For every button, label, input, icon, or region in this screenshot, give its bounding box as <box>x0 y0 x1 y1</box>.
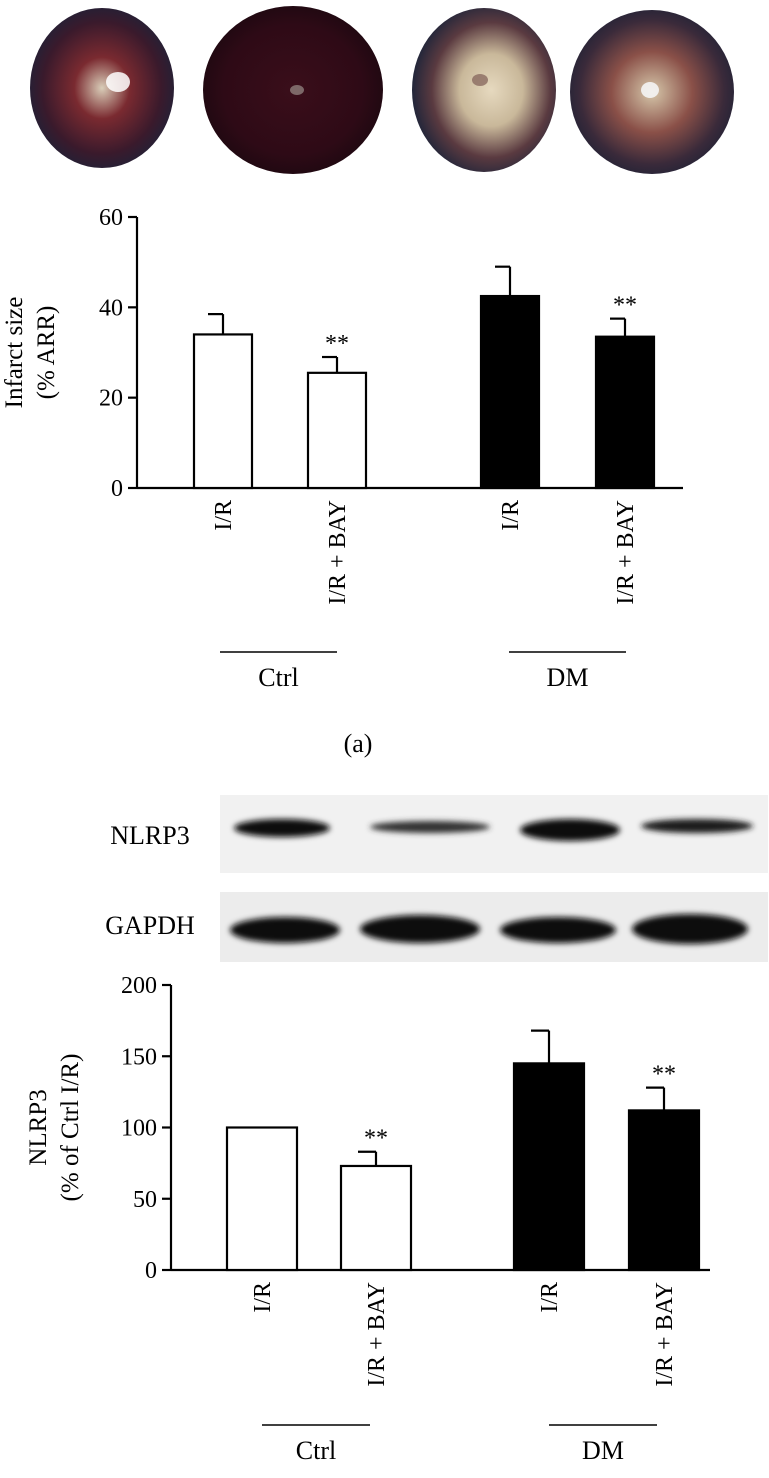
significance-label: ** <box>325 331 349 357</box>
nlrp3-bands <box>234 819 753 841</box>
bar <box>306 371 368 490</box>
group-label: Ctrl <box>258 663 298 692</box>
bar <box>594 335 656 490</box>
y-axis-label: NLRP3 <box>25 1089 52 1165</box>
nlrp3-band <box>370 821 490 833</box>
western-blot: NLRP3 GAPDH <box>105 795 768 962</box>
gapdh-band <box>632 914 748 944</box>
category-label: I/R + BAY <box>652 1282 678 1387</box>
y-tick-label: 0 <box>145 1258 157 1284</box>
y-tick-label: 20 <box>99 386 123 412</box>
heart-dm-ir <box>412 8 556 172</box>
y-axis-label: Infarct size <box>1 297 28 409</box>
y-tick-label: 100 <box>121 1116 157 1142</box>
significance-label: ** <box>364 1126 388 1152</box>
blot-label-nlrp3: NLRP3 <box>110 821 189 850</box>
bar <box>225 1126 299 1272</box>
significance-label: ** <box>613 293 637 319</box>
y-axis-label: (% ARR) <box>33 306 60 400</box>
category-label: I/R + BAY <box>613 500 639 605</box>
bar <box>339 1164 413 1272</box>
y-tick-label: 50 <box>133 1187 157 1213</box>
nlrp3-band <box>520 819 620 841</box>
heart-lumen <box>472 74 488 86</box>
bar <box>627 1109 701 1272</box>
blot-label-gapdh: GAPDH <box>105 911 195 940</box>
category-label: I/R <box>498 500 524 531</box>
y-tick-label: 0 <box>111 476 123 502</box>
heart-photos <box>30 6 734 174</box>
group-label: DM <box>582 1436 624 1465</box>
category-label: I/R <box>537 1282 563 1313</box>
significance-label: ** <box>652 1062 676 1088</box>
nlrp3-chart: 0 50 100 150 200 NLRP3 (% of Ctrl I/R) I/R ** I/R… <box>25 973 710 1465</box>
y-tick-label: 60 <box>99 205 123 231</box>
bar <box>479 294 541 490</box>
nlrp3-band <box>641 819 753 833</box>
gapdh-band <box>500 917 616 943</box>
heart-lumen <box>106 72 130 92</box>
y-tick-label: 200 <box>121 973 157 999</box>
heart-lumen <box>290 85 304 95</box>
category-label: I/R <box>250 1282 276 1313</box>
infarct-size-chart: 0 20 40 60 Infarct size (% ARR) I/R ** I/R + BAY… <box>1 205 683 692</box>
category-label: I/R + BAY <box>364 1282 390 1387</box>
panel-label: (a) <box>344 729 373 758</box>
y-tick-label: 40 <box>99 295 123 321</box>
gapdh-band <box>360 915 480 943</box>
heart-lumen <box>641 82 659 98</box>
category-label: I/R <box>211 500 237 531</box>
group-label: Ctrl <box>296 1436 336 1465</box>
heart-ctrl-ir <box>30 8 174 168</box>
gapdh-band <box>230 917 340 943</box>
category-label: I/R + BAY <box>325 500 351 605</box>
group-label: DM <box>547 663 589 692</box>
bar <box>192 333 254 490</box>
y-axis-label: (% of Ctrl I/R) <box>57 1054 84 1202</box>
bar <box>512 1062 586 1272</box>
gapdh-bands <box>230 914 748 944</box>
y-tick-label: 150 <box>121 1044 157 1070</box>
nlrp3-band <box>234 819 330 837</box>
